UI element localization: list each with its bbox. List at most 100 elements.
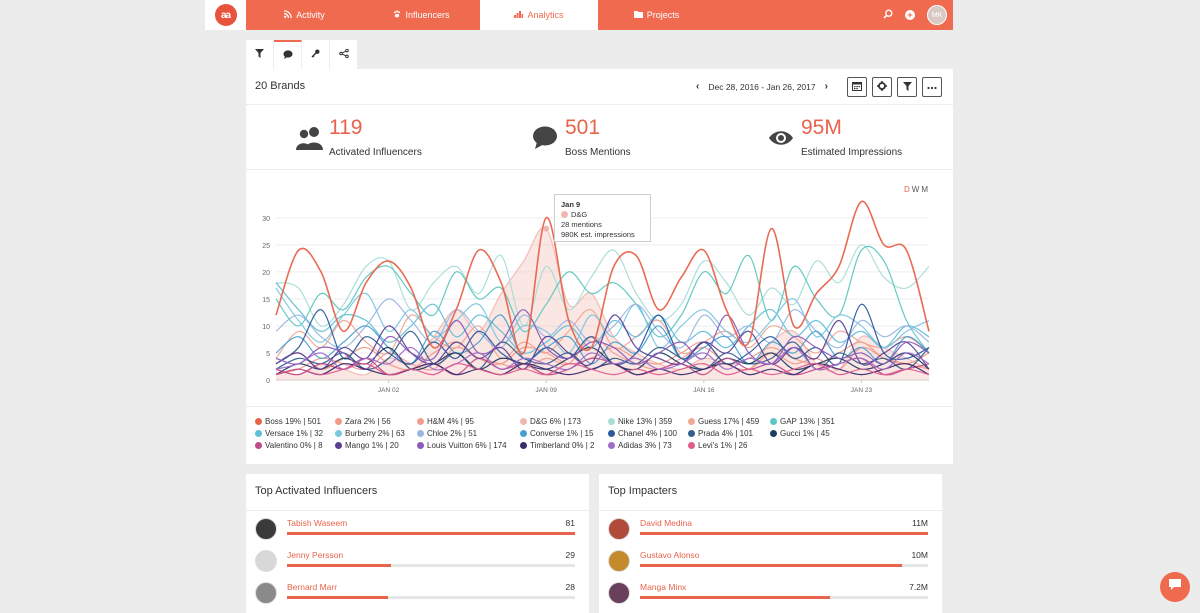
legend-item[interactable]: Levi's 1% | 26 [688, 441, 747, 450]
top-influencers-card: Top Activated Influencers Tabish Waseem … [246, 474, 589, 613]
previous-range-icon[interactable]: ‹ [696, 81, 700, 92]
legend-item[interactable]: Zara 2% | 56 [335, 417, 391, 426]
legend-label: D&G 6% | 173 [530, 417, 581, 426]
legend-label: Levi's 1% | 26 [698, 441, 748, 450]
chat-tab[interactable] [274, 40, 302, 69]
next-range-icon[interactable]: › [824, 81, 828, 92]
impacter-name[interactable]: David Medina [640, 518, 692, 528]
legend-label: Nike 13% | 359 [618, 417, 673, 426]
divider [246, 510, 589, 511]
logo-mark: aa [214, 4, 237, 26]
progress-fill [287, 532, 575, 535]
legend-item[interactable]: Mango 1% | 20 [335, 441, 399, 450]
legend-label: Boss 19% | 501 [265, 417, 321, 426]
legend-item[interactable]: Guess 17% | 459 [688, 417, 759, 426]
impacter-value: 11M [912, 518, 928, 528]
legend-item[interactable]: Chanel 4% | 100 [608, 429, 677, 438]
mentions-chart-area: D W M 0 5 10 15 20 25 30 JAN 02 JAN 09 JAN 16 JAN … [246, 171, 953, 407]
tab-activity[interactable]: Activity [246, 0, 363, 30]
legend-color-dot [417, 430, 424, 437]
legend-color-dot [255, 430, 262, 437]
mentions-line-chart: 0 5 10 15 20 25 30 JAN 02 JAN 09 JAN 16 JAN 23 [262, 200, 930, 394]
user-avatar[interactable]: MK [927, 5, 947, 25]
calendar-icon [852, 81, 862, 93]
y-tick-label: 10 [262, 324, 270, 331]
influencer-name[interactable]: Jenny Persson [287, 550, 344, 560]
impacter-row[interactable]: Gustavo Alonso 10M [608, 550, 928, 578]
series-line-louis-vuitton [275, 309, 930, 371]
stats-row: 119 Activated Influencers 501 Boss Menti… [246, 106, 953, 170]
search-icon[interactable] [883, 8, 893, 22]
avatar [608, 550, 630, 572]
legend-item[interactable]: Versace 1% | 32 [255, 429, 323, 438]
filter-button[interactable] [897, 77, 917, 97]
calendar-button[interactable] [847, 77, 867, 97]
legend-item[interactable]: Converse 1% | 15 [520, 429, 593, 438]
folder-icon [633, 10, 643, 20]
legend-item[interactable]: D&G 6% | 173 [520, 417, 581, 426]
legend-color-dot [608, 430, 615, 437]
legend-item[interactable]: H&M 4% | 95 [417, 417, 474, 426]
progress-track [640, 596, 928, 599]
top-right-actions: + MK [883, 0, 947, 30]
legend-item[interactable]: Boss 19% | 501 [255, 417, 321, 426]
influencer-row[interactable]: Bernard Marr 28 [255, 582, 575, 610]
tooltip-impressions: 980K est. impressions [561, 230, 635, 239]
settings-button[interactable] [872, 77, 892, 97]
period-month[interactable]: M [921, 185, 928, 194]
legend-item[interactable]: GAP 13% | 351 [770, 417, 835, 426]
tab-influencers[interactable]: Influencers [363, 0, 480, 30]
progress-fill [287, 564, 391, 567]
influencer-row[interactable]: Tabish Waseem 81 [255, 518, 575, 546]
rss-icon [284, 10, 293, 20]
brands-title: 20 Brands [255, 80, 306, 92]
tab-analytics[interactable]: Analytics [480, 0, 598, 30]
legend-item[interactable]: Burberry 2% | 63 [335, 429, 405, 438]
filter-tab[interactable] [246, 40, 274, 69]
impacter-row[interactable]: Manga Minx 7.2M [608, 582, 928, 610]
support-chat-button[interactable] [1160, 572, 1190, 602]
impacter-name[interactable]: Manga Minx [640, 582, 687, 592]
legend-label: Converse 1% | 15 [530, 429, 594, 438]
influencer-name[interactable]: Bernard Marr [287, 582, 338, 592]
more-button[interactable] [922, 77, 942, 97]
key-tab[interactable] [302, 40, 330, 69]
period-day[interactable]: D [903, 185, 910, 194]
tab-projects[interactable]: Projects [598, 0, 715, 30]
impacter-row[interactable]: David Medina 11M [608, 518, 928, 546]
tab-projects-label: Projects [646, 10, 680, 20]
legend-color-dot [688, 442, 695, 449]
legend-label: Versace 1% | 32 [265, 429, 324, 438]
legend-item[interactable]: Chloe 2% | 51 [417, 429, 477, 438]
card-header: 20 Brands ‹ Dec 28, 2016 - Jan 26, 2017 … [246, 69, 953, 105]
paw-icon [393, 10, 401, 20]
stat-value: 501 [565, 116, 601, 139]
speech-bubble-icon [532, 126, 560, 150]
legend-color-dot [770, 430, 777, 437]
x-tick-label: JAN 16 [693, 387, 715, 394]
legend-label: Guess 17% | 459 [698, 417, 760, 426]
legend-item[interactable]: Prada 4% | 101 [688, 429, 753, 438]
top-influencers-title: Top Activated Influencers [255, 485, 378, 497]
impacter-name[interactable]: Gustavo Alonso [640, 550, 700, 560]
legend-label: Prada 4% | 101 [698, 429, 754, 438]
filter-icon [902, 81, 912, 93]
influencer-name[interactable]: Tabish Waseem [287, 518, 348, 528]
share-tab[interactable] [330, 40, 358, 69]
influencer-row[interactable]: Jenny Persson 29 [255, 550, 575, 578]
eye-icon [768, 126, 796, 150]
x-tick-label: JAN 23 [851, 387, 873, 394]
legend-item[interactable]: Nike 13% | 359 [608, 417, 672, 426]
legend-color-dot [688, 430, 695, 437]
logo[interactable]: aa [205, 0, 246, 30]
legend-item[interactable]: Adidas 3% | 73 [608, 441, 672, 450]
legend-label: Adidas 3% | 73 [618, 441, 672, 450]
legend-color-dot [608, 418, 615, 425]
legend-item[interactable]: Timberland 0% | 2 [520, 441, 594, 450]
legend-item[interactable]: Gucci 1% | 45 [770, 429, 830, 438]
period-week[interactable]: W [911, 185, 920, 194]
add-icon[interactable]: + [905, 10, 915, 20]
legend-item[interactable]: Valentino 0% | 8 [255, 441, 323, 450]
legend-item[interactable]: Louis Vuitton 6% | 174 [417, 441, 507, 450]
period-toggle: D W M [904, 185, 928, 194]
